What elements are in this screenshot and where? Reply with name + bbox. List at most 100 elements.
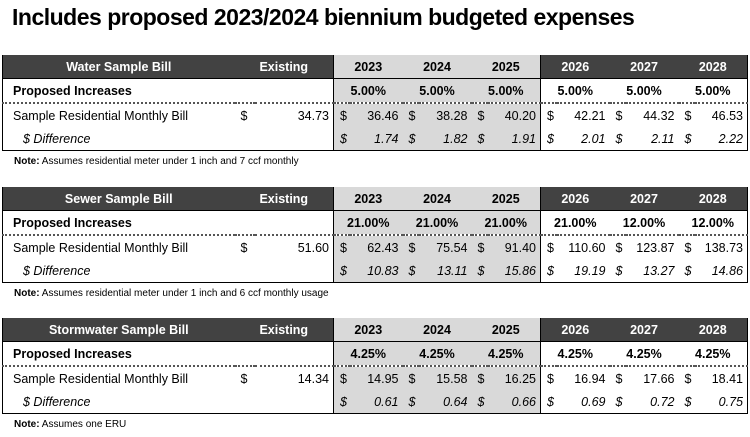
note-prefix: Note:	[14, 156, 40, 167]
increase-rate: 4.25%	[609, 341, 679, 367]
increase-rate: 4.25%	[678, 341, 748, 367]
dollar-sign: $	[402, 127, 419, 151]
increase-rate: 21.00%	[471, 210, 541, 236]
increase-rate: 5.00%	[402, 78, 472, 104]
difference-value: 1.82	[418, 127, 472, 151]
increase-rate: 4.25%	[540, 341, 610, 367]
difference-value: 0.66	[487, 390, 541, 414]
table-note: Note: Assumes residential meter under 1 …	[14, 156, 299, 167]
increase-rate: 4.25%	[333, 341, 403, 367]
dollar-sign: $	[333, 235, 350, 259]
bill-value: 38.28	[418, 103, 472, 127]
increase-rate: 21.00%	[402, 210, 472, 236]
difference-value: 14.86	[694, 259, 748, 283]
increase-rate: 21.00%	[540, 210, 610, 236]
dollar-sign: $	[471, 127, 488, 151]
dollar-sign: $	[540, 366, 557, 390]
existing-header: Existing	[234, 187, 334, 211]
note-prefix: Note:	[14, 288, 40, 299]
dollar-sign: $	[333, 390, 350, 414]
dollar-sign: $	[402, 390, 419, 414]
proposed-increases-label: Proposed Increases	[2, 78, 235, 104]
dollar-sign: $	[678, 390, 695, 414]
difference-value: 10.83	[349, 259, 403, 283]
difference-value: 0.72	[625, 390, 679, 414]
increase-rate: 5.00%	[333, 78, 403, 104]
bill-value: 42.21	[574, 108, 606, 123]
bill-value: 75.54	[418, 235, 472, 259]
difference-label: $ Difference	[2, 390, 235, 414]
year-header: 2028	[678, 318, 748, 342]
spacer	[234, 341, 334, 367]
difference-value: 2.01	[556, 127, 610, 151]
dollar-sign: $	[333, 127, 350, 151]
bill-value: 46.53	[694, 103, 748, 127]
difference-value: 0.61	[349, 390, 403, 414]
existing-header: Existing	[234, 55, 334, 79]
difference-value: 19.19	[556, 259, 610, 283]
bill-value: 36.46	[349, 103, 403, 127]
increase-rate: 5.00%	[471, 78, 541, 104]
dollar-sign: $	[615, 108, 623, 123]
dollar-sign: $	[333, 103, 350, 127]
spacer	[234, 259, 334, 283]
sample-bill-table: Sewer Sample Bill Existing 2023 2024 2025 202…	[2, 187, 748, 283]
dollar-sign: $	[240, 108, 248, 123]
table-note: Note: Assumes one ERU	[14, 419, 126, 430]
increase-rate: 4.25%	[402, 341, 472, 367]
dollar-sign: $	[402, 103, 419, 127]
dollar-sign: $	[540, 103, 557, 127]
difference-label: $ Difference	[2, 127, 235, 151]
proposed-increases-label: Proposed Increases	[2, 341, 235, 367]
monthly-bill-label: Sample Residential Monthly Bill	[2, 103, 235, 127]
dollar-sign: $	[684, 371, 692, 386]
difference-label: $ Difference	[2, 259, 235, 283]
spacer	[234, 78, 334, 104]
increase-rate: 12.00%	[609, 210, 679, 236]
difference-value: 15.86	[487, 259, 541, 283]
proposed-increases-label: Proposed Increases	[2, 210, 235, 236]
increase-rate: 4.25%	[471, 341, 541, 367]
section-title: Sewer Sample Bill	[2, 187, 235, 211]
dollar-sign: $	[540, 235, 557, 259]
existing-bill-value: 34.73	[297, 108, 329, 123]
dollar-sign: $	[471, 235, 488, 259]
bill-value: 16.25	[487, 366, 541, 390]
bill-value: 138.73	[694, 235, 748, 259]
year-header: 2023	[333, 55, 403, 79]
existing-bill-value: 51.60	[297, 240, 329, 255]
spacer	[234, 127, 334, 151]
dollar-sign: $	[609, 390, 626, 414]
dollar-sign: $	[609, 259, 626, 283]
dollar-sign: $	[540, 390, 557, 414]
difference-value: 1.91	[487, 127, 541, 151]
year-header: 2027	[609, 318, 679, 342]
table-note: Note: Assumes residential meter under 1 …	[14, 288, 329, 299]
dollar-sign: $	[678, 127, 695, 151]
bill-value: 91.40	[487, 235, 541, 259]
dollar-sign: $	[609, 127, 626, 151]
increase-rate: 21.00%	[333, 210, 403, 236]
year-header: 2023	[333, 187, 403, 211]
dollar-sign: $	[471, 390, 488, 414]
year-header: 2024	[402, 187, 472, 211]
bill-value: 44.32	[643, 108, 675, 123]
difference-value: 13.11	[418, 259, 472, 283]
increase-rate: 12.00%	[678, 210, 748, 236]
bill-value: 40.20	[487, 103, 541, 127]
dollar-sign: $	[615, 240, 623, 255]
bill-value: 18.41	[694, 366, 748, 390]
difference-value: 2.22	[694, 127, 748, 151]
bill-value: 16.94	[574, 371, 606, 386]
spacer	[234, 390, 334, 414]
bill-value: 14.95	[349, 366, 403, 390]
bill-value: 123.87	[636, 240, 675, 255]
increase-rate: 5.00%	[678, 78, 748, 104]
page-title: Includes proposed 2023/2024 biennium bud…	[12, 4, 635, 30]
difference-value: 13.27	[625, 259, 679, 283]
bill-value: 110.60	[568, 240, 606, 255]
dollar-sign: $	[333, 366, 350, 390]
difference-value: 1.74	[349, 127, 403, 151]
dollar-sign: $	[240, 371, 248, 386]
dollar-sign: $	[540, 127, 557, 151]
